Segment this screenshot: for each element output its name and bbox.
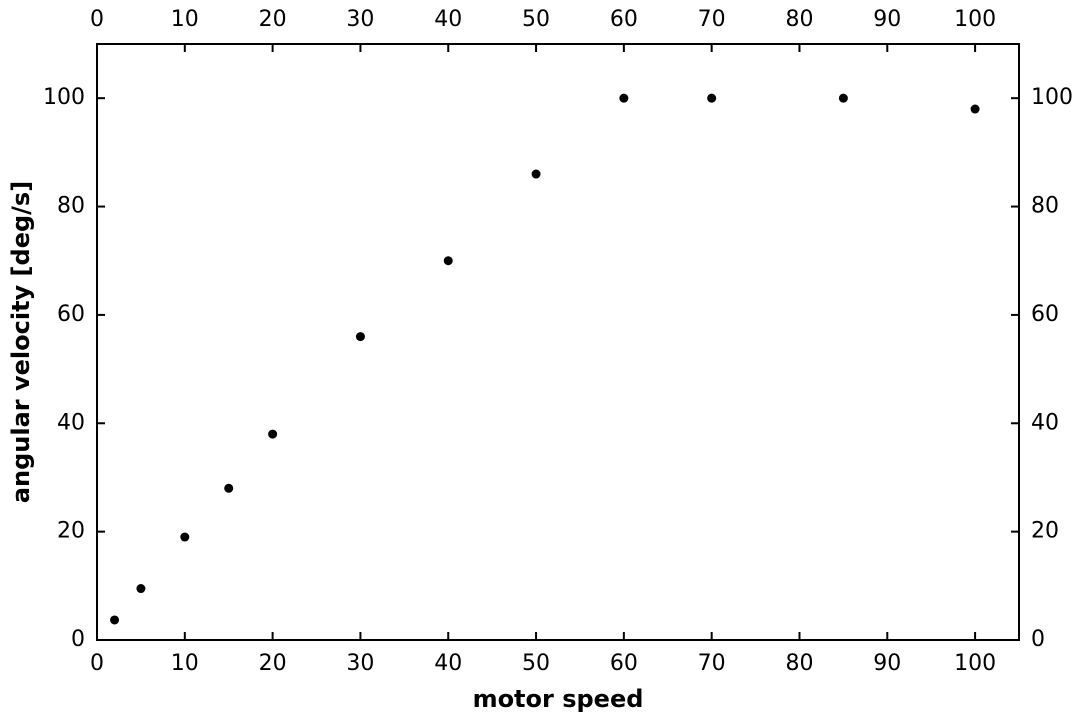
x-tick-label-top: 40 bbox=[434, 7, 462, 32]
data-point bbox=[707, 93, 717, 103]
x-tick-label-top: 60 bbox=[610, 7, 638, 32]
x-tick-label: 30 bbox=[346, 651, 374, 676]
x-tick-label-top: 90 bbox=[873, 7, 901, 32]
y-tick-label: 60 bbox=[57, 302, 85, 327]
x-tick-label: 20 bbox=[259, 651, 287, 676]
y-tick-label: 40 bbox=[57, 410, 85, 435]
data-point bbox=[443, 256, 453, 266]
x-tick-label: 0 bbox=[90, 651, 104, 676]
y-tick-label: 80 bbox=[57, 194, 85, 219]
data-point bbox=[355, 332, 365, 342]
x-tick-label: 70 bbox=[698, 651, 726, 676]
data-point bbox=[838, 93, 848, 103]
x-tick-label: 100 bbox=[954, 651, 996, 676]
x-tick-label: 60 bbox=[610, 651, 638, 676]
x-tick-label-top: 10 bbox=[171, 7, 199, 32]
y-axis-title: angular velocity [deg/s] bbox=[7, 181, 35, 503]
data-point bbox=[970, 104, 980, 114]
y-tick-label-right: 40 bbox=[1031, 410, 1059, 435]
x-tick-label: 50 bbox=[522, 651, 550, 676]
y-tick-label-right: 60 bbox=[1031, 302, 1059, 327]
y-tick-label: 100 bbox=[43, 85, 85, 110]
x-tick-label-top: 20 bbox=[259, 7, 287, 32]
x-tick-label: 90 bbox=[873, 651, 901, 676]
y-tick-label-right: 0 bbox=[1031, 627, 1045, 652]
x-tick-label-top: 0 bbox=[90, 7, 104, 32]
y-tick-label: 0 bbox=[71, 627, 85, 652]
y-tick-label-right: 20 bbox=[1031, 519, 1059, 544]
data-point bbox=[224, 483, 234, 493]
data-point bbox=[268, 429, 278, 439]
x-tick-label-top: 50 bbox=[522, 7, 550, 32]
plot-frame bbox=[96, 43, 1020, 641]
x-tick-label: 40 bbox=[434, 651, 462, 676]
y-tick-label-right: 80 bbox=[1031, 194, 1059, 219]
x-tick-label-top: 100 bbox=[954, 7, 996, 32]
y-tick-label-right: 100 bbox=[1031, 85, 1073, 110]
data-point bbox=[110, 615, 120, 625]
x-tick-label-top: 30 bbox=[346, 7, 374, 32]
x-tick-label: 10 bbox=[171, 651, 199, 676]
x-tick-label: 80 bbox=[785, 651, 813, 676]
x-axis-title: motor speed bbox=[473, 685, 644, 713]
data-point bbox=[531, 169, 541, 179]
y-tick-label: 20 bbox=[57, 519, 85, 544]
data-point bbox=[180, 532, 190, 542]
x-tick-label-top: 80 bbox=[785, 7, 813, 32]
data-point bbox=[136, 584, 146, 594]
data-point bbox=[619, 93, 629, 103]
x-tick-label-top: 70 bbox=[698, 7, 726, 32]
